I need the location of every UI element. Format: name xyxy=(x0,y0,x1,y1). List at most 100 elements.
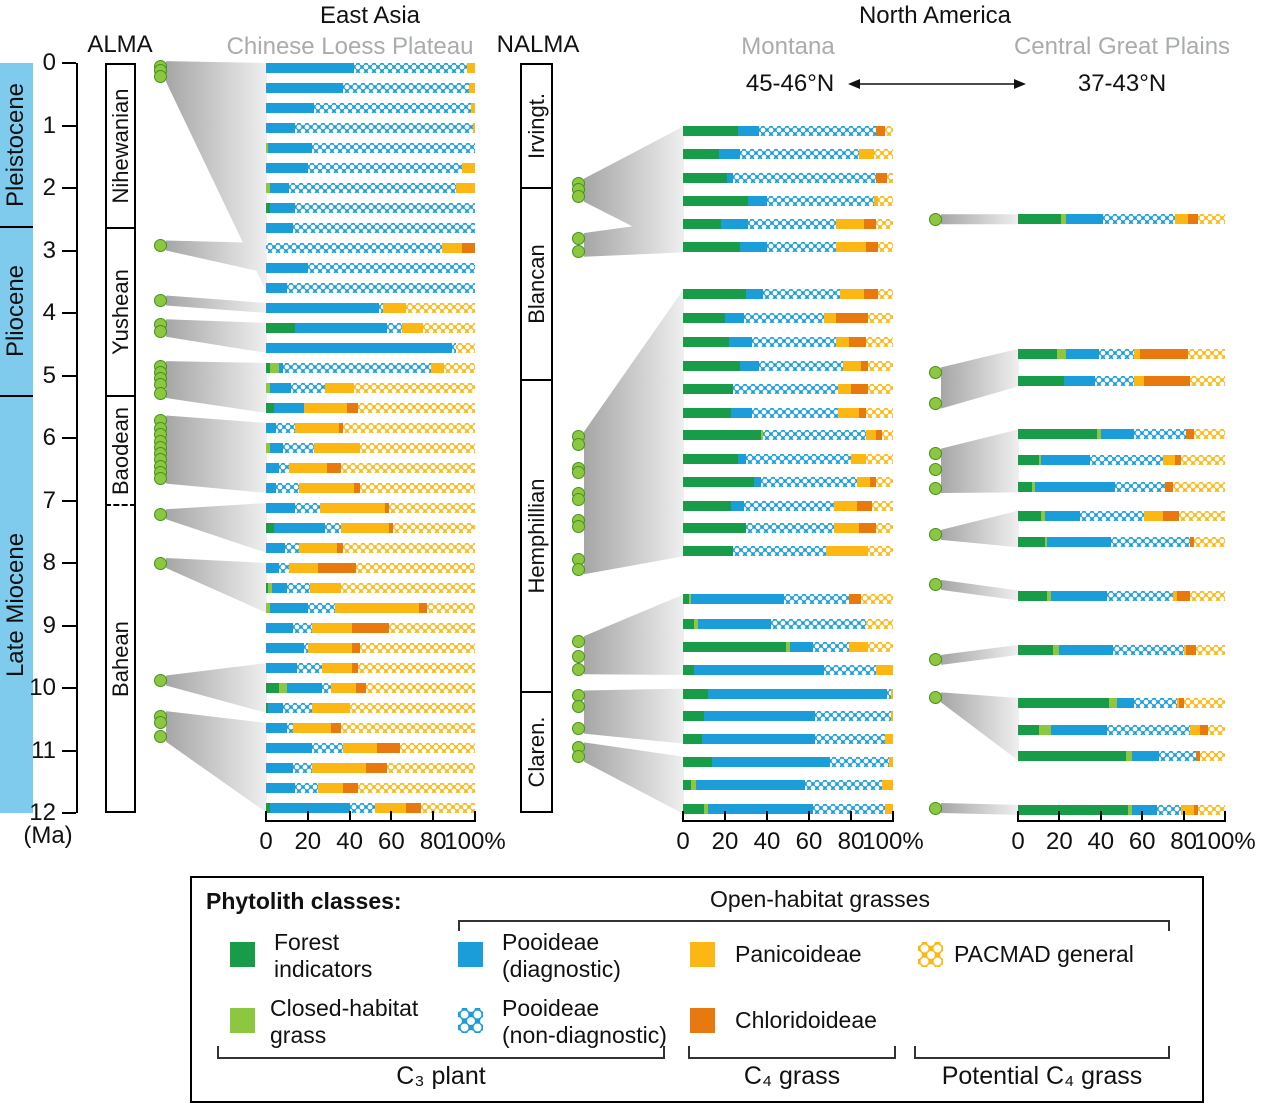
segment-pacmad xyxy=(882,429,893,440)
alma-unit-boundary xyxy=(105,395,136,398)
segment-pooD xyxy=(266,63,354,73)
segment-closed xyxy=(1127,804,1132,815)
segment-panic xyxy=(1133,376,1145,387)
chloridoideae-label: Chloridoideae xyxy=(735,1007,877,1034)
segment-closed xyxy=(1044,537,1047,548)
segment-pooND xyxy=(311,743,344,753)
phytolith-bar xyxy=(683,779,893,790)
percent-axis-tick xyxy=(682,811,684,822)
segment-closed xyxy=(760,429,763,440)
segment-chlorid xyxy=(848,336,866,347)
segment-forest xyxy=(683,523,746,533)
segment-pooND xyxy=(823,664,877,675)
segment-chlorid xyxy=(1195,751,1201,762)
phytolith-bar xyxy=(266,263,475,273)
segment-pooD xyxy=(266,743,312,753)
segment-pooND xyxy=(293,223,475,233)
segment-pooND xyxy=(295,783,319,793)
phytolith-bar xyxy=(266,783,475,793)
segment-pacmad xyxy=(876,477,893,488)
segment-pooND xyxy=(307,603,335,613)
segment-pooD xyxy=(266,543,285,553)
segment-closed xyxy=(1046,590,1052,601)
percent-axis-tick-label: 20 xyxy=(1046,828,1073,855)
segment-pooND xyxy=(295,503,321,513)
segment-pooD xyxy=(1059,644,1114,655)
segment-chlorid xyxy=(857,500,872,511)
segment-pacmad xyxy=(353,383,475,393)
panicoideae-swatch xyxy=(690,942,715,967)
nalma-unit-boundary xyxy=(520,378,553,381)
segment-forest xyxy=(683,779,692,790)
segment-forest xyxy=(1018,376,1064,387)
segment-closed xyxy=(1040,510,1045,521)
segment-pooND xyxy=(752,336,837,347)
time-axis-line xyxy=(76,63,78,813)
percent-axis-tick-label: 60 xyxy=(1128,828,1156,855)
percent-axis-tick-label: 40 xyxy=(753,828,781,855)
segment-pooD xyxy=(270,383,292,393)
segment-pooD xyxy=(266,563,279,573)
phytolith-bar xyxy=(1018,454,1225,465)
segment-pacmad xyxy=(357,783,475,793)
correlation-funnel xyxy=(584,594,684,675)
pooideae-diagnostic-swatch xyxy=(458,942,483,967)
label-line: Pooideae xyxy=(502,995,600,1021)
segment-pacmad xyxy=(426,603,475,613)
percent-axis-tick xyxy=(432,811,435,822)
segment-chlorid xyxy=(859,408,866,418)
percent-axis-tick xyxy=(348,811,351,822)
correlation-funnel xyxy=(941,510,1019,548)
segment-pooND xyxy=(752,408,839,418)
percent-axis-tick-label: 80 xyxy=(837,828,865,855)
percent-axis-tick xyxy=(1058,811,1061,822)
segment-pooD xyxy=(697,618,772,629)
phytolith-bar xyxy=(1018,724,1225,735)
percent-axis-tick-label: 60 xyxy=(795,828,823,855)
segment-panic xyxy=(472,123,475,133)
time-axis-tick-label: 6 xyxy=(42,424,56,451)
segment-pooND xyxy=(804,779,883,790)
segment-pooND xyxy=(815,710,891,721)
segment-pooD xyxy=(729,336,753,347)
segment-pacmad xyxy=(357,663,475,673)
segment-closed xyxy=(1038,454,1041,465)
time-axis-tick-label: 1 xyxy=(42,111,56,139)
phytolith-bar xyxy=(266,163,475,173)
segment-forest xyxy=(683,756,713,767)
sample-dot xyxy=(929,481,942,495)
phytolith-bar xyxy=(683,641,893,652)
chloridoideae-swatch xyxy=(690,1008,715,1033)
sample-dot xyxy=(572,650,585,664)
segment-forest xyxy=(683,173,728,183)
segment-pooD xyxy=(266,623,294,633)
nalma-unit-boundary xyxy=(520,690,553,693)
phytolith-bar xyxy=(266,423,475,433)
segment-panic xyxy=(374,803,406,813)
c4-grass-label: C₄ grass xyxy=(743,1062,841,1090)
segment-pacmad xyxy=(861,594,893,605)
sample-dot xyxy=(572,634,585,648)
segment-pacmad xyxy=(387,763,475,773)
segment-pacmad xyxy=(1193,429,1225,440)
percent-axis-tick xyxy=(1141,811,1144,822)
phytolith-bar xyxy=(1018,482,1225,493)
segment-pacmad xyxy=(1189,376,1225,387)
phytolith-bar xyxy=(266,563,475,573)
epoch-band-0 xyxy=(0,63,33,227)
segment-pooND xyxy=(311,143,475,153)
segment-panic xyxy=(834,523,860,533)
segment-closed xyxy=(266,443,271,453)
segment-pooND xyxy=(762,429,866,440)
percent-axis-tick xyxy=(808,811,810,822)
sample-dot xyxy=(572,245,585,259)
segment-chlorid xyxy=(1164,482,1174,493)
segment-panic xyxy=(334,603,419,613)
segment-chlorid xyxy=(1187,214,1199,225)
sample-dot xyxy=(929,462,942,476)
phytolith-bar xyxy=(683,688,893,699)
segment-panic xyxy=(383,303,407,313)
sample-dot xyxy=(929,528,942,542)
latitude-arrow xyxy=(848,79,1026,89)
segment-pacmad xyxy=(343,543,475,553)
